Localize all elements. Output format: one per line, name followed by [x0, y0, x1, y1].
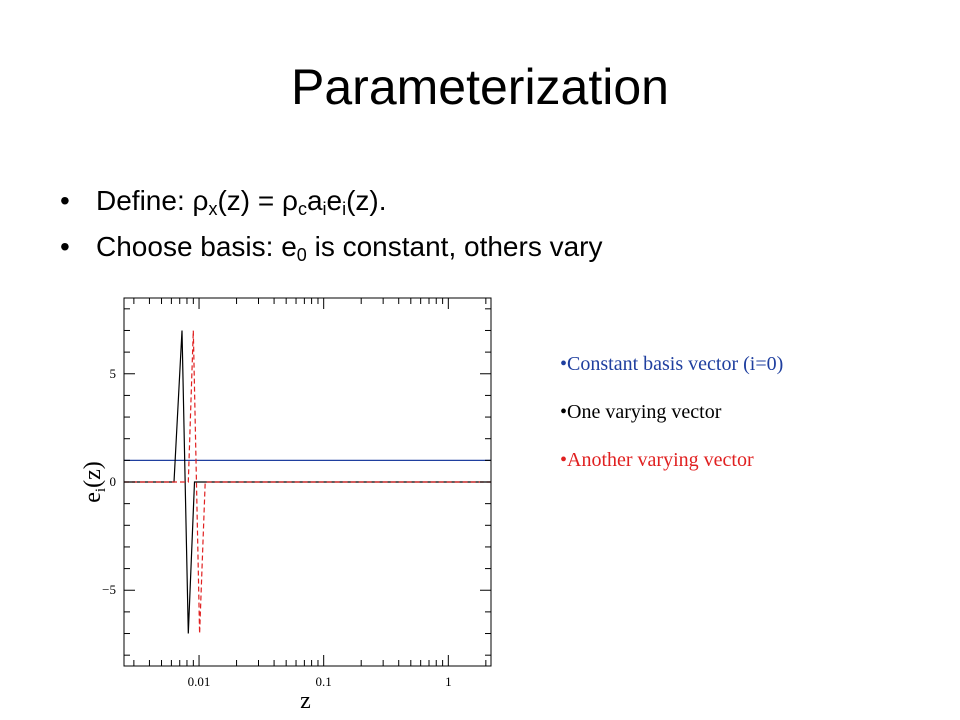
legend-item-constant: •Constant basis vector (i=0)	[560, 340, 783, 388]
bullet-choose-basis: • Choose basis: e0 is constant, others va…	[60, 224, 920, 270]
legend: •Constant basis vector (i=0) •One varyin…	[560, 340, 783, 484]
bullet-define: • Define: ρx(z) = ρcaiei(z).	[60, 178, 920, 224]
slide-title: Parameterization	[291, 59, 669, 115]
y-axis-label: ei(z)	[80, 461, 109, 502]
bullet-text: Choose basis: e	[96, 231, 297, 262]
legend-item-another-varying: •Another varying vector	[560, 436, 783, 484]
y-tick-label: 0	[110, 474, 117, 489]
legend-bullet: •	[560, 401, 568, 423]
legend-item-one-varying: •One varying vector	[560, 388, 783, 436]
legend-bullet: •	[560, 353, 568, 375]
bullet-text: (z) = ρ	[217, 185, 298, 216]
x-tick-label: 1	[445, 674, 452, 689]
subscript: 0	[296, 245, 307, 265]
x-axis-label: z	[300, 688, 311, 714]
bullet-text: Define: ρ	[96, 185, 209, 216]
legend-label: Constant basis vector (i=0)	[567, 353, 784, 375]
legend-bullet: •	[560, 449, 568, 471]
subscript: i	[342, 199, 347, 219]
legend-label: Another varying vector	[567, 449, 754, 471]
y-tick-label: −5	[102, 582, 116, 597]
bullet-dot: •	[60, 231, 70, 262]
bullet-text: e	[326, 185, 343, 216]
bullet-list: • Define: ρx(z) = ρcaiei(z). • Choose basi…	[60, 178, 920, 270]
bullet-dot: •	[60, 185, 70, 216]
bullet-text: (z).	[346, 185, 387, 216]
x-tick-label: 0.1	[316, 674, 332, 689]
subscript: x	[208, 199, 218, 219]
bullet-text: is constant, others vary	[306, 231, 603, 262]
subscript: c	[297, 199, 307, 219]
legend-label: One varying vector	[567, 401, 722, 423]
subscript: i	[322, 199, 327, 219]
bullet-text: a	[306, 185, 323, 216]
x-tick-label: 0.01	[188, 674, 211, 689]
y-tick-label: 5	[110, 366, 117, 381]
